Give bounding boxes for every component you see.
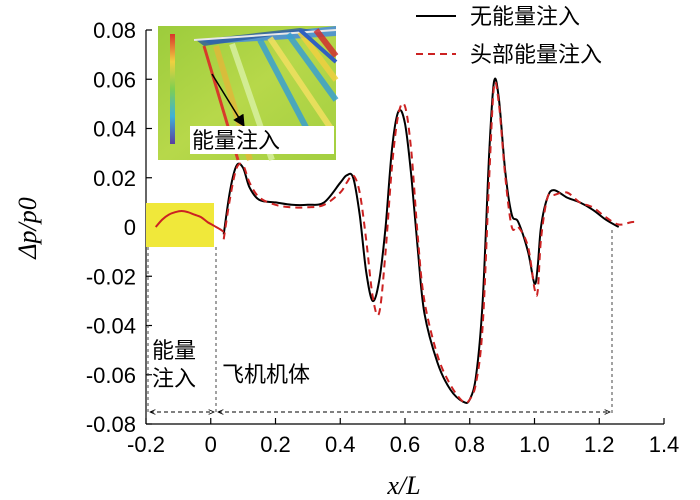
x-tick-label: 1.4: [649, 432, 680, 457]
y-tick-label: 0: [124, 215, 136, 240]
series-group: [154, 77, 639, 405]
series-line-1: [222, 77, 620, 404]
legend-label-series-1: 无能量注入: [470, 5, 580, 30]
x-tick-label: 1.0: [519, 432, 550, 457]
y-axis-title: Δp/p0: [13, 197, 42, 259]
x-tick-label: 1.2: [584, 432, 615, 457]
inset-label-bg: [190, 126, 334, 154]
ticks: -0.2 0 0.2 0.4 0.6 0.8 1.0 1.2 1.4 0.08 0.06 0.04 0.…: [86, 18, 679, 457]
y-tick-label: 0.02: [93, 166, 136, 191]
x-tick-label: 0.6: [390, 432, 421, 457]
y-tick-label: -0.02: [86, 264, 136, 289]
y-tick-label: 0.04: [93, 117, 136, 142]
y-tick-label: -0.08: [86, 412, 136, 437]
x-tick-label: 0.4: [325, 432, 356, 457]
inset-arrow: [211, 73, 245, 128]
y-tick-label: -0.04: [86, 314, 136, 339]
energy-region-label-2: 注入: [152, 367, 196, 392]
series-line-3: [154, 209, 225, 233]
legend-label-series-2: 头部能量注入: [470, 43, 602, 68]
x-tick-label: 0.2: [260, 432, 291, 457]
y-tick-label: 0.08: [93, 18, 136, 43]
x-tick-label: 0.8: [454, 432, 485, 457]
y-tick-label: -0.06: [86, 363, 136, 388]
x-tick-label: -0.2: [127, 432, 165, 457]
x-tick-label: 0: [205, 432, 217, 457]
energy-region-label-1: 能量: [152, 339, 196, 364]
x-axis-title: x/L: [386, 471, 420, 500]
body-label: 飞机机体: [222, 363, 310, 388]
inset-label: 能量注入: [192, 129, 280, 154]
series-line-2: [222, 80, 639, 405]
y-tick-label: 0.06: [93, 67, 136, 92]
legend: 无能量注入 头部能量注入: [416, 5, 602, 68]
